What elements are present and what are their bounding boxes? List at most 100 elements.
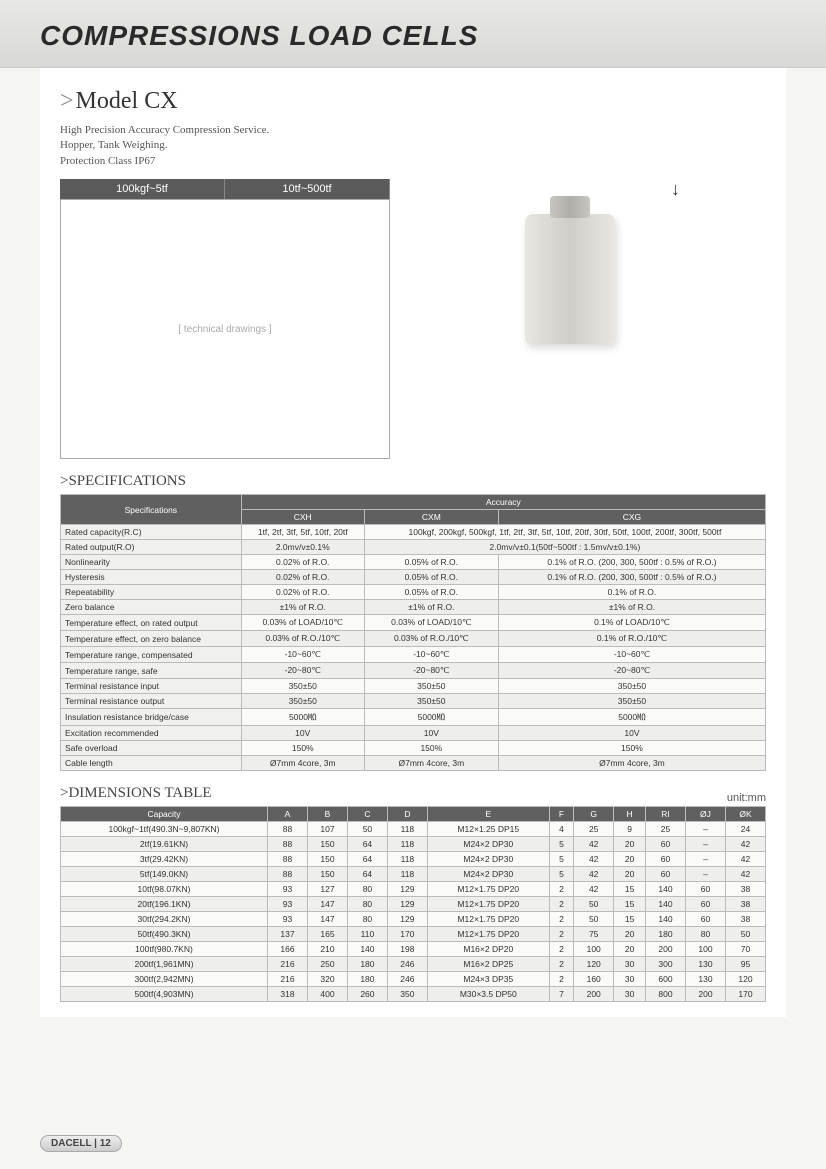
dim-cell: 25 (646, 822, 686, 837)
spec-cell: 0.1% of LOAD/10℃ (498, 615, 765, 631)
dim-table: CapacityABCDEFGHRIØJØK 100kgf~1tf(490.3N… (60, 806, 766, 1002)
dim-cell: 50 (574, 897, 614, 912)
spec-row-label: Temperature range, safe (61, 663, 242, 679)
spec-row-label: Nonlinearity (61, 555, 242, 570)
dim-cell: 130 (685, 957, 725, 972)
dim-cell: 216 (268, 972, 308, 987)
dim-cell: 38 (725, 897, 765, 912)
dim-cell: M12×1.75 DP20 (427, 897, 549, 912)
dim-cell: 7 (549, 987, 573, 1002)
spec-cell: 5000㏁ (364, 709, 498, 726)
drawing-box: [ technical drawings ] (60, 199, 390, 459)
spec-cell: 0.03% of R.O./10℃ (364, 631, 498, 647)
page-footer: DACELL | 12 (40, 1133, 122, 1151)
dim-col: B (307, 807, 347, 822)
dim-cell: 20 (614, 852, 646, 867)
dim-cell: 42 (574, 852, 614, 867)
dim-cell: 160 (574, 972, 614, 987)
dim-cell: 200 (646, 942, 686, 957)
desc-line-2: Hopper, Tank Weighing. (60, 138, 766, 153)
dim-col: G (574, 807, 614, 822)
spec-cell: -20~80℃ (498, 663, 765, 679)
dim-cell: 2 (549, 882, 573, 897)
spec-cell: 150% (498, 741, 765, 756)
spec-cell: 2.0mv/v±0.1(50tf~500tf : 1.5mv/v±0.1%) (364, 540, 765, 555)
spec-cell: 1tf, 2tf, 3tf, 5tf, 10tf, 20tf (241, 525, 364, 540)
dim-cell: 140 (646, 912, 686, 927)
page-title: COMPRESSIONS LOAD CELLS (40, 20, 786, 52)
spec-cell: 2.0mv/v±0.1% (241, 540, 364, 555)
dim-cell: 5 (549, 867, 573, 882)
dim-cell: 20 (614, 837, 646, 852)
dim-cell: 246 (387, 957, 427, 972)
dim-cell: 200 (574, 987, 614, 1002)
spec-cell: 150% (241, 741, 364, 756)
dim-cell: M16×2 DP20 (427, 942, 549, 957)
chevron-icon: > (60, 88, 74, 114)
dim-cell: 129 (387, 912, 427, 927)
dim-cell: 4 (549, 822, 573, 837)
dim-cell: 137 (268, 927, 308, 942)
spec-row-label: Rated capacity(R.C) (61, 525, 242, 540)
dim-cell: 80 (347, 882, 387, 897)
drawing-tab-2: 10tf~500tf (225, 179, 390, 199)
dim-cell: 93 (268, 882, 308, 897)
spec-cell: 350±50 (241, 679, 364, 694)
spec-cell: 0.1% of R.O. (498, 585, 765, 600)
dim-col: RI (646, 807, 686, 822)
dim-capacity: 30tf(294.2KN) (61, 912, 268, 927)
dim-col: ØJ (685, 807, 725, 822)
spec-cell: -10~60℃ (241, 647, 364, 663)
dim-capacity: 300tf(2,942MN) (61, 972, 268, 987)
dim-cell: 42 (725, 837, 765, 852)
dim-cell: 118 (387, 867, 427, 882)
dim-cell: 50 (725, 927, 765, 942)
dim-cell: 2 (549, 972, 573, 987)
dim-cell: M12×1.75 DP20 (427, 912, 549, 927)
content-area: >Model CX High Precision Accuracy Compre… (40, 68, 786, 1017)
spec-col-cxg: CXG (498, 510, 765, 525)
dim-cell: 180 (347, 957, 387, 972)
dim-cell: M16×2 DP25 (427, 957, 549, 972)
dim-cell: 129 (387, 897, 427, 912)
spec-col-acc: Accuracy (241, 495, 765, 510)
dim-cell: 318 (268, 987, 308, 1002)
dim-cell: 60 (646, 837, 686, 852)
dim-cell: 75 (574, 927, 614, 942)
dim-col: Capacity (61, 807, 268, 822)
dim-cell: 60 (685, 882, 725, 897)
dim-cell: 127 (307, 882, 347, 897)
dim-cell: 93 (268, 897, 308, 912)
dim-cell: 120 (574, 957, 614, 972)
dim-cell: 93 (268, 912, 308, 927)
dim-cell: 95 (725, 957, 765, 972)
dim-cell: 60 (685, 912, 725, 927)
dim-col: ØK (725, 807, 765, 822)
dim-cell: 50 (574, 912, 614, 927)
dim-capacity: 5tf(149.0KN) (61, 867, 268, 882)
dim-cell: 88 (268, 822, 308, 837)
dim-cell: 20 (614, 927, 646, 942)
dim-col: F (549, 807, 573, 822)
dim-cell: – (685, 852, 725, 867)
dim-cell: 198 (387, 942, 427, 957)
spec-cell: Ø7mm 4core, 3m (498, 756, 765, 771)
dim-cell: 350 (387, 987, 427, 1002)
dim-cell: 70 (725, 942, 765, 957)
spec-table: Specifications Accuracy CXH CXM CXG Rate… (60, 494, 766, 771)
dim-cell: 2 (549, 897, 573, 912)
spec-cell: -10~60℃ (498, 647, 765, 663)
spec-col-cxh: CXH (241, 510, 364, 525)
dim-cell: 129 (387, 882, 427, 897)
dim-cell: 24 (725, 822, 765, 837)
spec-cell: 350±50 (364, 679, 498, 694)
dim-cell: 110 (347, 927, 387, 942)
spec-cell: 0.03% of LOAD/10℃ (241, 615, 364, 631)
dim-cell: 42 (725, 852, 765, 867)
dim-cell: 42 (574, 882, 614, 897)
dim-cell: 50 (347, 822, 387, 837)
spec-cell: 0.02% of R.O. (241, 585, 364, 600)
dim-cell: 118 (387, 837, 427, 852)
dim-cell: 38 (725, 912, 765, 927)
spec-cell: Ø7mm 4core, 3m (364, 756, 498, 771)
